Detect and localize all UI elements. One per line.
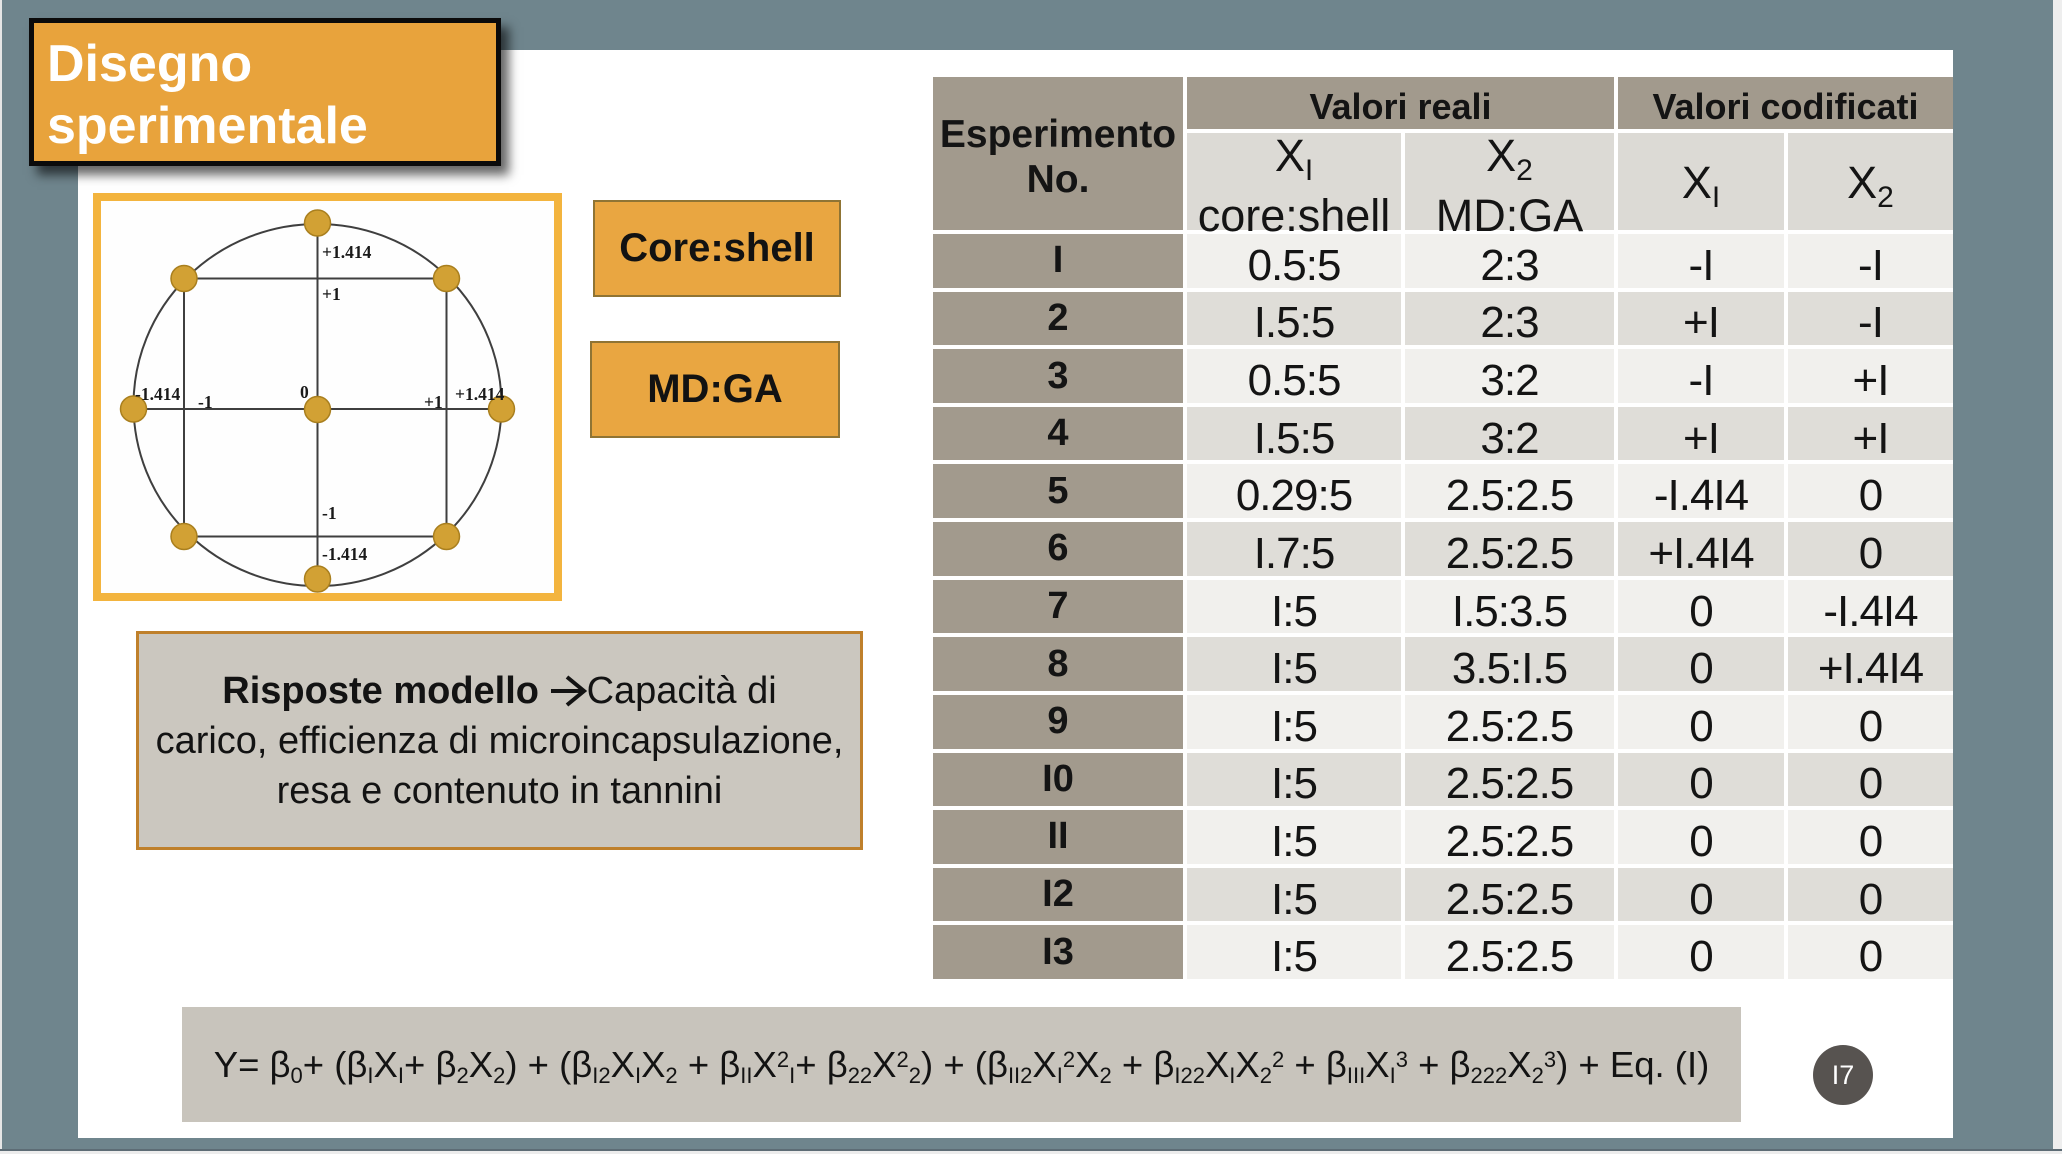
svg-text:-1.414: -1.414 xyxy=(322,544,367,564)
svg-text:+1.414: +1.414 xyxy=(455,384,505,404)
svg-text:-1: -1 xyxy=(322,503,337,523)
svg-text:+1.414: +1.414 xyxy=(322,242,372,262)
svg-text:-1.414: -1.414 xyxy=(135,384,180,404)
svg-text:+1: +1 xyxy=(322,284,341,304)
svg-text:0: 0 xyxy=(300,382,309,402)
svg-text:-1: -1 xyxy=(198,392,213,412)
svg-text:+1: +1 xyxy=(424,392,443,412)
